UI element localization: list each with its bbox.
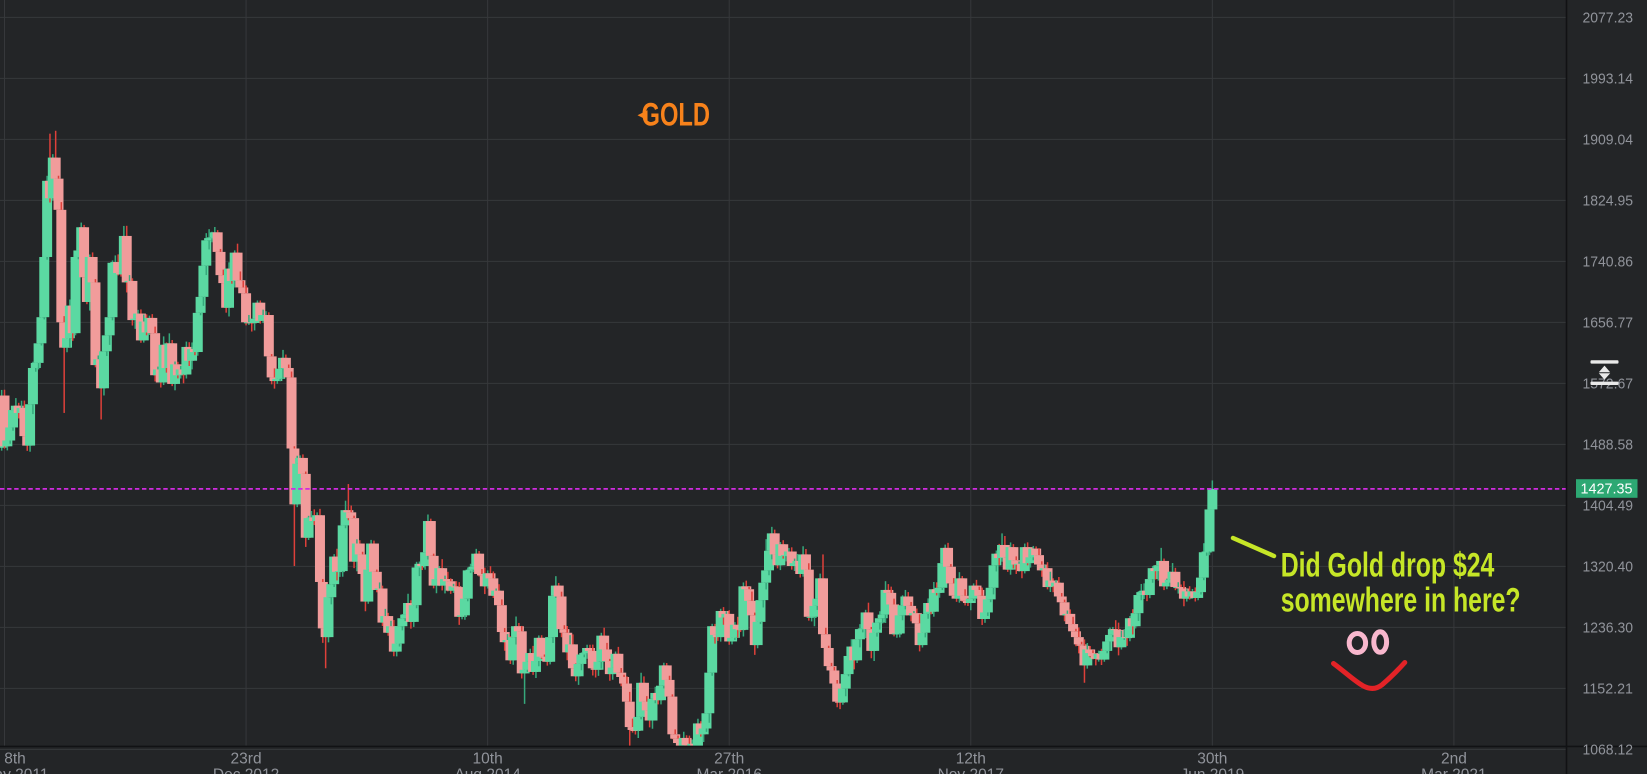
svg-text:1824.95: 1824.95 xyxy=(1583,194,1634,210)
svg-text:2nd: 2nd xyxy=(1441,751,1467,768)
svg-text:Jun 2019: Jun 2019 xyxy=(1180,767,1244,774)
svg-text:1427.35: 1427.35 xyxy=(1581,481,1633,498)
svg-text:1740.86: 1740.86 xyxy=(1583,255,1634,271)
svg-text:27th: 27th xyxy=(714,751,744,768)
svg-text:12th: 12th xyxy=(956,751,986,768)
svg-text:1656.77: 1656.77 xyxy=(1583,316,1634,332)
svg-text:30th: 30th xyxy=(1197,751,1227,768)
svg-text:1993.14: 1993.14 xyxy=(1583,72,1634,88)
svg-text:somewhere in here?: somewhere in here? xyxy=(1281,582,1521,620)
svg-text:Mar 2021: Mar 2021 xyxy=(1421,767,1486,774)
svg-text:Aug 2014: Aug 2014 xyxy=(454,767,521,774)
svg-text:1404.49: 1404.49 xyxy=(1583,499,1634,515)
svg-text:Did Gold drop $24: Did Gold drop $24 xyxy=(1281,547,1495,585)
svg-text:1068.12: 1068.12 xyxy=(1583,743,1634,759)
svg-text:1488.58: 1488.58 xyxy=(1583,438,1634,454)
svg-text:Dec 2012: Dec 2012 xyxy=(213,767,279,774)
svg-text:1236.30: 1236.30 xyxy=(1583,621,1634,637)
svg-text:23rd: 23rd xyxy=(231,751,262,768)
svg-text:1320.40: 1320.40 xyxy=(1583,560,1634,576)
svg-text:GOLD: GOLD xyxy=(642,97,711,134)
svg-text:1152.21: 1152.21 xyxy=(1583,682,1634,698)
svg-text:1909.04: 1909.04 xyxy=(1583,133,1634,149)
svg-text:10th: 10th xyxy=(473,751,503,768)
svg-text:8th: 8th xyxy=(4,751,26,768)
svg-text:May 2011: May 2011 xyxy=(0,767,48,774)
svg-text:2077.23: 2077.23 xyxy=(1583,11,1634,27)
svg-text:Nov 2017: Nov 2017 xyxy=(938,767,1004,774)
svg-text:Mar 2016: Mar 2016 xyxy=(696,767,761,774)
